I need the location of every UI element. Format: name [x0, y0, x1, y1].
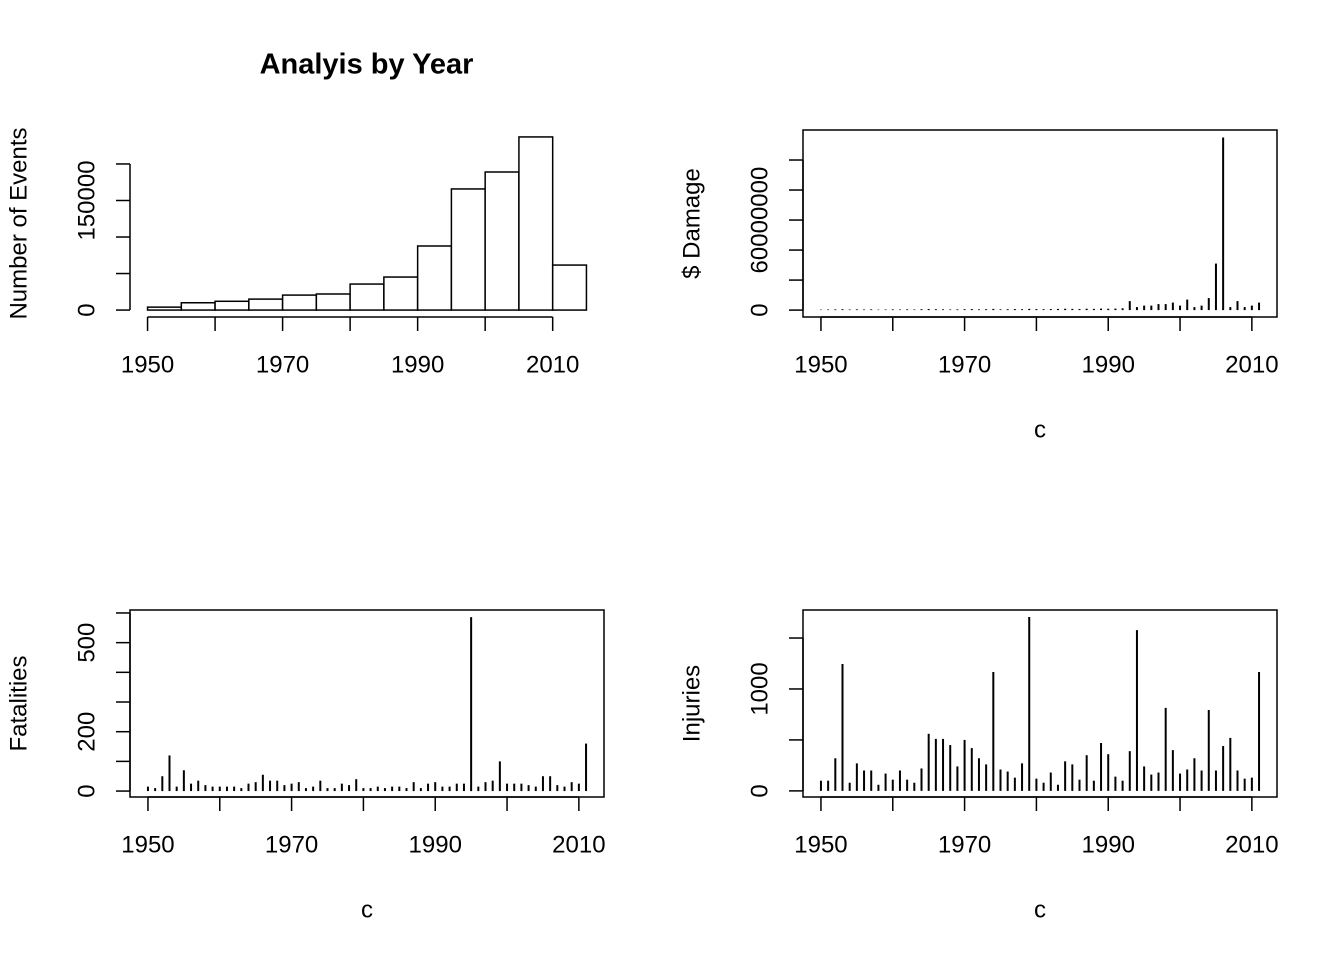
- plot-box: [129, 609, 605, 798]
- histogram-bar: [551, 264, 588, 311]
- y-tick-label: 1000: [746, 662, 773, 715]
- plot-box: [802, 129, 1278, 318]
- y-axis-label: Number of Events: [5, 127, 32, 319]
- x-tick-label: 1970: [265, 831, 318, 858]
- x-tick-label: 1990: [1082, 831, 1135, 858]
- histogram-bar: [315, 293, 351, 311]
- x-axis-label: c: [1034, 416, 1046, 443]
- x-tick-label: 1990: [1082, 351, 1135, 378]
- histogram-bar: [180, 302, 216, 311]
- histogram-bar: [416, 245, 453, 311]
- y-tick-label: 0: [73, 784, 100, 797]
- x-tick-label: 1990: [409, 831, 462, 858]
- x-axis-label: c: [1034, 896, 1046, 923]
- x-tick-label: 2010: [526, 351, 579, 378]
- x-tick-label: 1950: [794, 351, 847, 378]
- plot-box: [802, 609, 1278, 798]
- x-axis-label: c: [361, 896, 373, 923]
- x-tick-label: 1970: [938, 831, 991, 858]
- histogram-bar: [281, 294, 318, 311]
- histogram-bar: [518, 136, 554, 311]
- x-tick-label: 1950: [794, 831, 847, 858]
- x-tick-label: 1990: [391, 351, 444, 378]
- x-tick-label: 2010: [552, 831, 605, 858]
- x-tick-label: 2010: [1225, 831, 1278, 858]
- y-axis-label: $ Damage: [678, 168, 705, 279]
- x-tick-label: 1970: [256, 351, 309, 378]
- histogram-bar: [383, 276, 419, 311]
- y-tick-label: 500: [73, 623, 100, 663]
- x-tick-label: 1950: [121, 351, 174, 378]
- y-tick-label: 150000: [73, 160, 100, 240]
- y-axis-label: Fatalities: [5, 655, 32, 751]
- x-tick-label: 1950: [121, 831, 174, 858]
- y-tick-label: 200: [73, 712, 100, 752]
- histogram-bar: [248, 298, 284, 311]
- histogram-bar: [450, 188, 486, 311]
- x-tick-label: 1970: [938, 351, 991, 378]
- y-tick-label: 0: [746, 784, 773, 797]
- y-tick-label: 0: [73, 303, 100, 316]
- chart-title: Analyis by Year: [260, 49, 474, 81]
- y-axis-label: Injuries: [678, 665, 705, 742]
- histogram-bar: [484, 171, 520, 311]
- histogram-bar: [349, 283, 385, 311]
- histogram-bar: [214, 300, 250, 311]
- x-tick-label: 2010: [1225, 351, 1278, 378]
- y-tick-label: 0: [746, 303, 773, 316]
- y-tick-label: 60000000: [746, 167, 773, 274]
- histogram-bar: [146, 306, 183, 311]
